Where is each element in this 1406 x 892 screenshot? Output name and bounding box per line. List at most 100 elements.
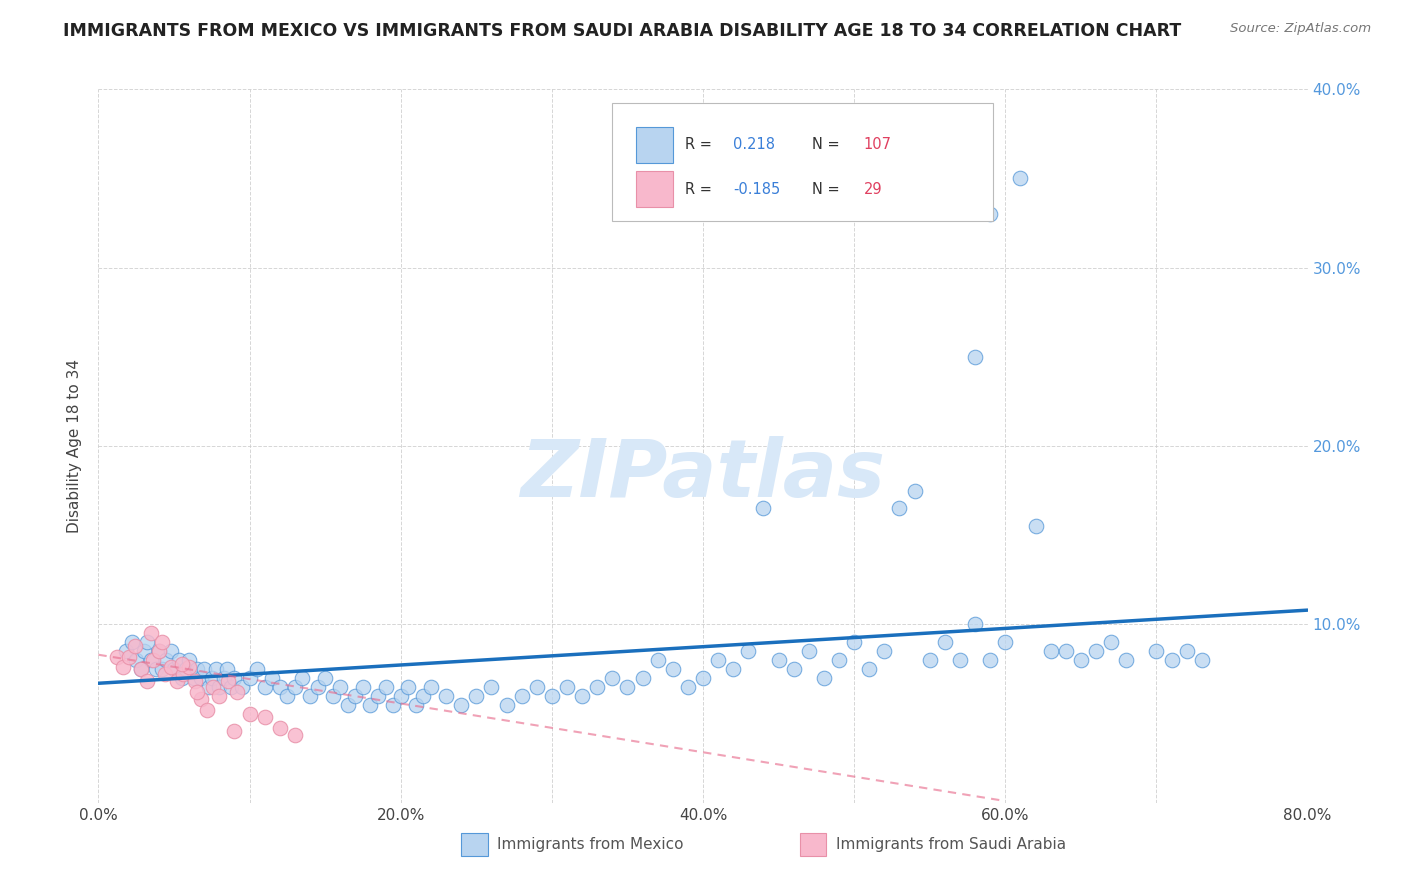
Point bbox=[148, 644, 170, 658]
Point bbox=[226, 685, 249, 699]
Text: R =: R = bbox=[685, 182, 717, 196]
Point bbox=[405, 698, 427, 712]
Point bbox=[540, 689, 562, 703]
Point bbox=[510, 689, 533, 703]
Point bbox=[212, 671, 235, 685]
Text: 0.218: 0.218 bbox=[734, 137, 775, 153]
Point bbox=[284, 680, 307, 694]
Point bbox=[723, 662, 745, 676]
Point bbox=[979, 653, 1001, 667]
Point bbox=[918, 653, 941, 667]
Point bbox=[224, 724, 246, 739]
Point bbox=[174, 662, 197, 676]
FancyBboxPatch shape bbox=[613, 103, 993, 221]
Point bbox=[172, 667, 194, 681]
Point bbox=[170, 657, 193, 671]
Point bbox=[344, 689, 367, 703]
Point bbox=[336, 698, 359, 712]
Point bbox=[307, 680, 329, 694]
Point bbox=[382, 698, 405, 712]
Text: 29: 29 bbox=[863, 182, 883, 196]
Point bbox=[179, 653, 201, 667]
Point bbox=[253, 680, 276, 694]
Point bbox=[994, 635, 1017, 649]
Point bbox=[132, 644, 155, 658]
Point bbox=[224, 671, 246, 685]
Point bbox=[186, 685, 208, 699]
Point bbox=[167, 653, 190, 667]
Bar bbox=[461, 833, 488, 856]
Point bbox=[420, 680, 443, 694]
Point bbox=[783, 662, 806, 676]
Point bbox=[602, 671, 624, 685]
Point bbox=[396, 680, 419, 694]
Text: N =: N = bbox=[811, 182, 844, 196]
Point bbox=[141, 626, 163, 640]
Point bbox=[217, 674, 239, 689]
Point bbox=[934, 635, 956, 649]
Point bbox=[124, 639, 146, 653]
Point bbox=[979, 207, 1001, 221]
Point bbox=[153, 667, 176, 681]
Point bbox=[1054, 644, 1077, 658]
Point bbox=[1070, 653, 1092, 667]
Point bbox=[828, 653, 851, 667]
Point bbox=[1010, 171, 1032, 186]
Point bbox=[661, 662, 683, 676]
Point bbox=[707, 653, 730, 667]
Point bbox=[571, 689, 593, 703]
Point bbox=[904, 483, 927, 498]
Point bbox=[1144, 644, 1167, 658]
Text: R =: R = bbox=[685, 137, 717, 153]
Point bbox=[314, 671, 336, 685]
Point bbox=[1115, 653, 1137, 667]
Point bbox=[450, 698, 472, 712]
Point bbox=[873, 644, 896, 658]
Point bbox=[190, 692, 212, 706]
Point bbox=[105, 649, 128, 664]
Point bbox=[201, 671, 224, 685]
Point bbox=[253, 710, 276, 724]
Point bbox=[768, 653, 790, 667]
Point bbox=[692, 671, 714, 685]
Point bbox=[215, 662, 238, 676]
Point bbox=[434, 689, 457, 703]
Point bbox=[205, 662, 228, 676]
Point bbox=[129, 662, 152, 676]
Point bbox=[1085, 644, 1108, 658]
Point bbox=[155, 653, 177, 667]
Point bbox=[1175, 644, 1198, 658]
Point bbox=[183, 671, 205, 685]
Point bbox=[858, 662, 880, 676]
Point bbox=[239, 706, 262, 721]
Point bbox=[163, 662, 186, 676]
Point bbox=[114, 644, 136, 658]
Bar bbox=[637, 171, 672, 207]
Point bbox=[166, 674, 188, 689]
Point bbox=[148, 644, 170, 658]
Point bbox=[631, 671, 654, 685]
Point bbox=[160, 660, 183, 674]
Point bbox=[231, 680, 253, 694]
Point bbox=[367, 689, 389, 703]
Y-axis label: Disability Age 18 to 34: Disability Age 18 to 34 bbox=[67, 359, 83, 533]
Point bbox=[586, 680, 609, 694]
Point bbox=[284, 728, 307, 742]
Point bbox=[118, 649, 141, 664]
Text: N =: N = bbox=[811, 137, 844, 153]
Point bbox=[276, 689, 298, 703]
Point bbox=[481, 680, 503, 694]
Point bbox=[647, 653, 669, 667]
Point bbox=[239, 671, 262, 685]
Point bbox=[129, 662, 152, 676]
Point bbox=[269, 721, 291, 735]
Point bbox=[412, 689, 434, 703]
Point bbox=[221, 680, 243, 694]
Point bbox=[965, 350, 987, 364]
Point bbox=[844, 635, 866, 649]
Point bbox=[526, 680, 548, 694]
Point bbox=[465, 689, 488, 703]
Text: Source: ZipAtlas.com: Source: ZipAtlas.com bbox=[1230, 22, 1371, 36]
Point bbox=[125, 653, 148, 667]
Text: Immigrants from Saudi Arabia: Immigrants from Saudi Arabia bbox=[837, 838, 1066, 853]
